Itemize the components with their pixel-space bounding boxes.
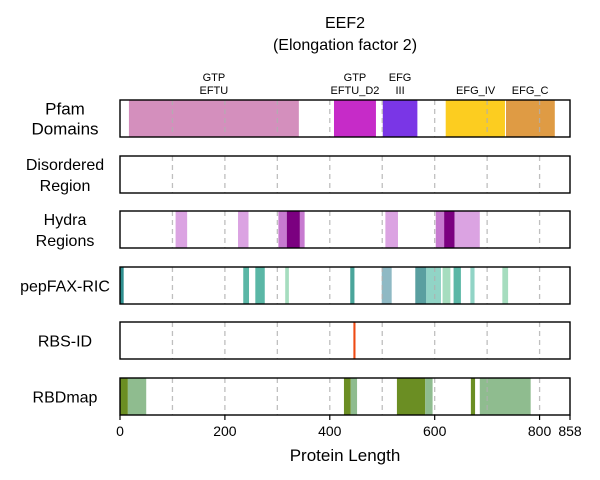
segment-5-3 xyxy=(350,378,358,415)
domain-label-2-0: EFG xyxy=(389,72,412,84)
segment-0-0 xyxy=(128,100,299,137)
segment-0-1 xyxy=(333,100,376,137)
segment-0-4 xyxy=(506,100,555,137)
x-tick-label-0: 0 xyxy=(116,423,124,439)
segment-5-0 xyxy=(120,378,128,415)
segment-2-5 xyxy=(385,211,398,248)
segment-3-6 xyxy=(415,267,427,304)
track-frame-4 xyxy=(119,321,571,360)
x-tick-label-2: 400 xyxy=(318,423,342,439)
segment-0-2 xyxy=(382,100,418,137)
x-tick-label-1: 200 xyxy=(213,423,237,439)
domain-label-0-0: GTP xyxy=(203,72,226,84)
segment-2-2 xyxy=(278,211,287,248)
segment-3-8 xyxy=(442,267,451,304)
track-3 xyxy=(119,266,571,305)
track-label-0-0: Pfam xyxy=(45,100,85,119)
segment-3-5 xyxy=(381,267,392,304)
chart-subtitle: (Elongation factor 2) xyxy=(273,37,417,54)
track-label-3-0: pepFAX-RIC xyxy=(20,279,110,296)
domain-label-1-1: EFTU_D2 xyxy=(331,85,380,97)
segment-5-1 xyxy=(127,378,147,415)
segment-3-0 xyxy=(120,267,124,304)
x-tick-label-5: 858 xyxy=(558,423,582,439)
segment-3-9 xyxy=(453,267,461,304)
domain-label-4-0: EFG_C xyxy=(512,85,549,97)
track-2 xyxy=(119,210,571,249)
segment-2-8 xyxy=(454,211,480,248)
track-label-1-0: Disordered xyxy=(26,157,104,174)
track-frame-3 xyxy=(119,266,571,305)
track-0 xyxy=(119,99,571,138)
track-label-2-0: Hydra xyxy=(44,212,87,229)
x-tick-label-3: 600 xyxy=(423,423,447,439)
segment-3-7 xyxy=(426,267,441,304)
segment-5-5 xyxy=(425,378,433,415)
segment-2-7 xyxy=(444,211,455,248)
segment-3-11 xyxy=(502,267,509,304)
track-label-2-1: Regions xyxy=(36,233,95,250)
segment-2-3 xyxy=(286,211,300,248)
domain-label-1-0: GTP xyxy=(344,72,367,84)
segment-5-4 xyxy=(396,378,426,415)
segment-3-4 xyxy=(350,267,355,304)
segment-3-3 xyxy=(285,267,289,304)
segment-3-2 xyxy=(255,267,265,304)
x-tick-label-4: 800 xyxy=(528,423,552,439)
domain-label-0-1: EFTU xyxy=(200,85,229,97)
segment-4-0 xyxy=(353,322,356,359)
x-axis-label: Protein Length xyxy=(290,446,401,465)
segment-5-2 xyxy=(343,378,351,415)
track-frame-2 xyxy=(119,210,571,249)
track-label-0-1: Domains xyxy=(31,120,98,139)
domain-label-3-0: EFG_IV xyxy=(456,85,496,97)
segment-2-6 xyxy=(435,211,445,248)
track-frame-0 xyxy=(119,99,571,138)
track-label-4-0: RBS-ID xyxy=(38,334,92,351)
track-label-1-1: Region xyxy=(40,178,91,195)
track-4 xyxy=(119,321,571,360)
segment-5-7 xyxy=(479,378,531,415)
chart-title: EEF2 xyxy=(325,15,365,32)
segment-2-0 xyxy=(175,211,188,248)
segment-2-4 xyxy=(299,211,305,248)
track-label-5-0: RBDmap xyxy=(33,390,98,407)
track-frame-5 xyxy=(119,377,571,416)
domain-label-2-1: III xyxy=(395,85,404,97)
segment-3-1 xyxy=(243,267,250,304)
segment-2-1 xyxy=(238,211,249,248)
segment-5-6 xyxy=(470,378,476,415)
segment-0-3 xyxy=(445,100,505,137)
track-1 xyxy=(119,155,571,194)
track-frame-1 xyxy=(119,155,571,194)
track-5 xyxy=(119,377,571,416)
segment-3-10 xyxy=(470,267,475,304)
